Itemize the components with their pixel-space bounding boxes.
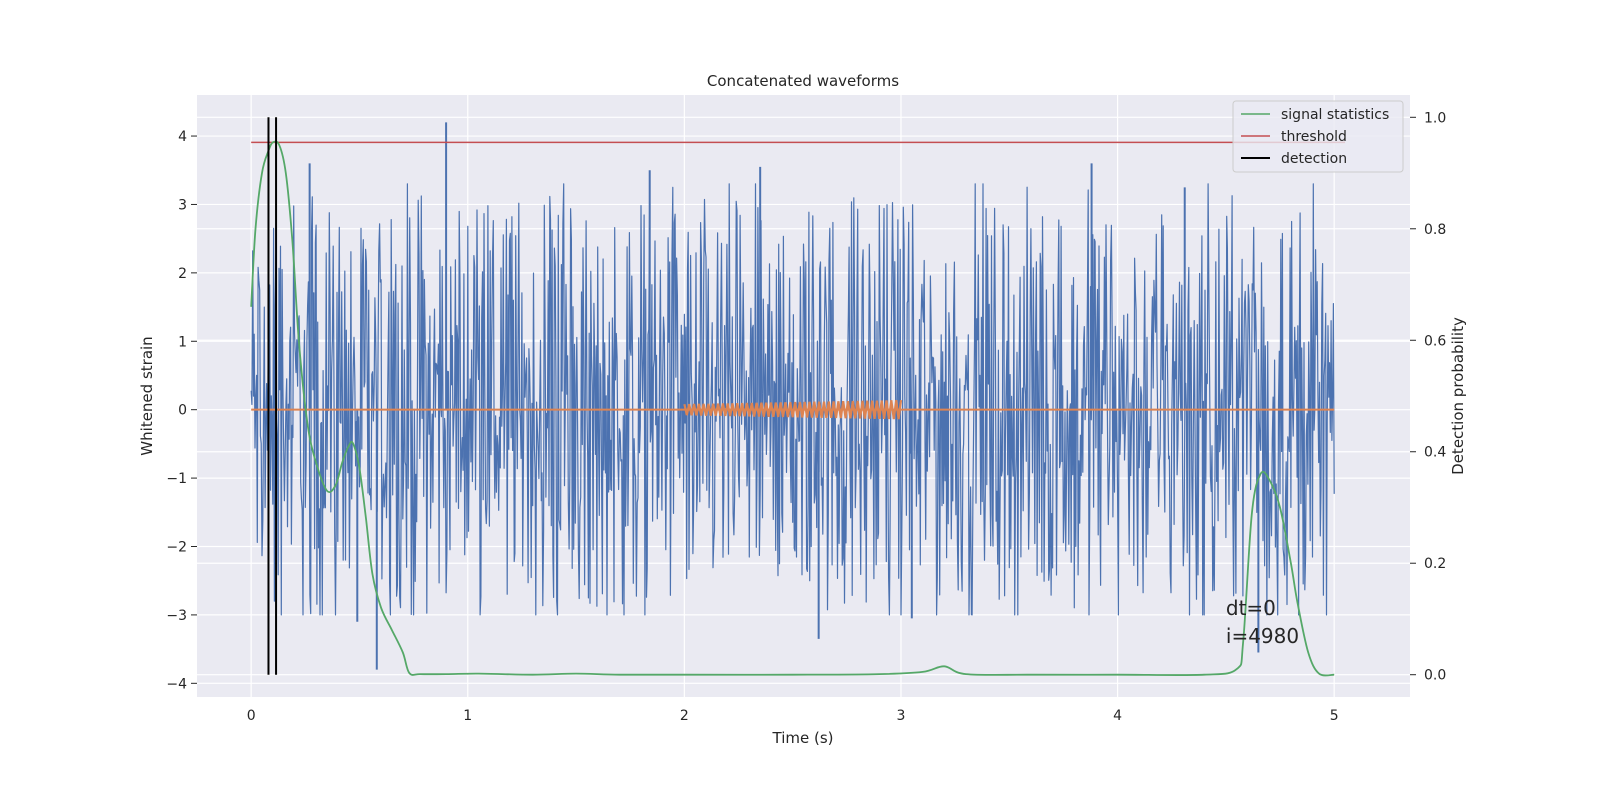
chart-title: Concatenated waveforms — [707, 72, 899, 90]
annotation-dt: dt=0 — [1226, 596, 1276, 620]
x-tick-label: 1 — [463, 708, 472, 724]
legend-label-signal-statistics: signal statistics — [1281, 107, 1389, 123]
y-tick-label: −2 — [166, 540, 187, 556]
x-tick-label: 0 — [247, 708, 256, 724]
y2-axis-label: Detection probability — [1449, 317, 1467, 475]
y2-tick-label: 0.0 — [1424, 668, 1446, 684]
y2-tick-label: 0.2 — [1424, 556, 1446, 572]
x-tick-label: 5 — [1330, 708, 1339, 724]
y-tick-label: −4 — [166, 676, 187, 692]
annotation: dt=0 i=4980 — [1226, 596, 1299, 648]
y2-tick-label: 1.0 — [1424, 110, 1446, 126]
x-tick-label: 2 — [680, 708, 689, 724]
y-axis-label: Whitened strain — [138, 336, 156, 455]
x-tick-label: 4 — [1113, 708, 1122, 724]
legend-label-detection: detection — [1281, 151, 1347, 167]
y2-tick-label: 0.4 — [1424, 445, 1446, 461]
y-tick-label: 3 — [178, 197, 187, 213]
signal-statistics-line — [250, 140, 1335, 677]
y-tick-label: −1 — [166, 471, 187, 487]
y-tick-label: −3 — [166, 608, 187, 624]
x-tick-label: 3 — [897, 708, 906, 724]
template-chirp — [683, 399, 903, 420]
y-tick-label: 4 — [178, 129, 187, 145]
strain-noise-line — [250, 183, 1335, 616]
legend: signal statistics threshold detection — [1232, 100, 1404, 173]
y-tick-label: 0 — [178, 403, 187, 419]
legend-box — [1232, 100, 1404, 173]
x-axis-label: Time (s) — [772, 729, 834, 747]
y-tick-label: 2 — [178, 266, 187, 282]
y2-tick-label: 0.8 — [1424, 222, 1446, 238]
legend-label-threshold: threshold — [1281, 129, 1347, 145]
tick-layer: 0 1 2 3 4 5 4 3 2 1 0 −1 −2 −3 −4 1.0 0.8 0.6 0.4 0.2 0.0 — [166, 110, 1446, 724]
y2-tick-label: 0.6 — [1424, 333, 1446, 349]
data-layer — [250, 117, 1346, 677]
annotation-index: i=4980 — [1226, 624, 1299, 648]
y-tick-label: 1 — [178, 334, 187, 350]
